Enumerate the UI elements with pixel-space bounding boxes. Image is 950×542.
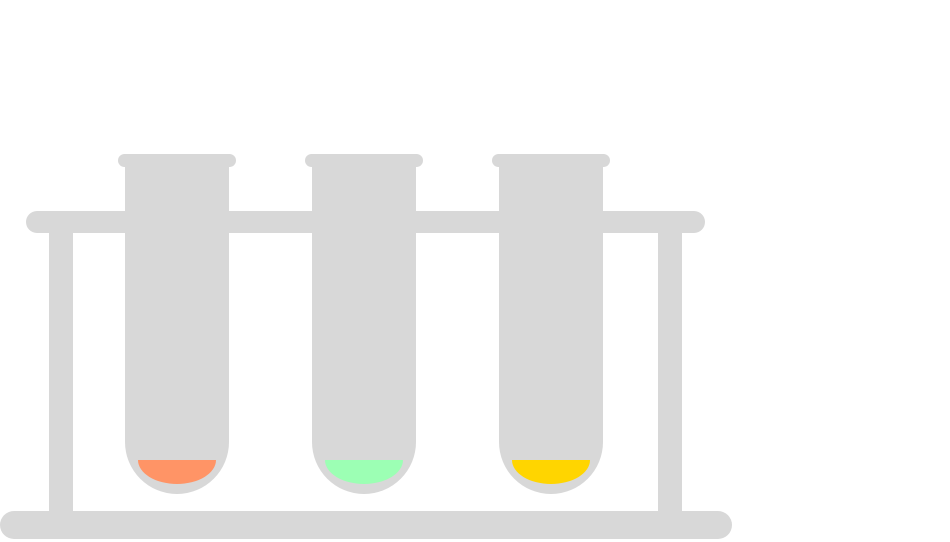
test-tube: [492, 154, 610, 494]
rack-base: [0, 511, 732, 539]
test-tube: [118, 154, 236, 494]
tube-liquid: [512, 460, 590, 484]
tube-body: [125, 162, 229, 494]
tube-liquid: [325, 460, 403, 484]
tube-body: [312, 162, 416, 494]
tube-liquid: [138, 460, 216, 484]
rack-right-leg: [658, 224, 682, 522]
test-tube: [305, 154, 423, 494]
tube-body: [499, 162, 603, 494]
rack-left-leg: [49, 224, 73, 522]
